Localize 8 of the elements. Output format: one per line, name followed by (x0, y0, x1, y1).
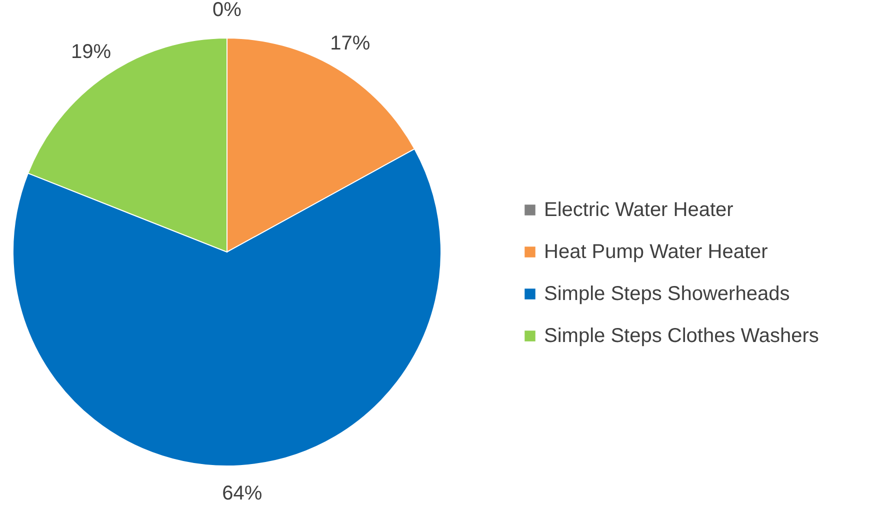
legend-label: Simple Steps Showerheads (544, 283, 790, 305)
data-label: 19% (70, 40, 112, 63)
data-label: 17% (330, 32, 370, 55)
text: 0% (212, 0, 242, 21)
legend-label: Heat Pump Water Heater (544, 241, 768, 263)
data-label: 64% (222, 482, 262, 505)
legend-label: Simple Steps Clothes Washers (544, 325, 819, 347)
legend-label: Electric Water Heater (544, 199, 734, 221)
